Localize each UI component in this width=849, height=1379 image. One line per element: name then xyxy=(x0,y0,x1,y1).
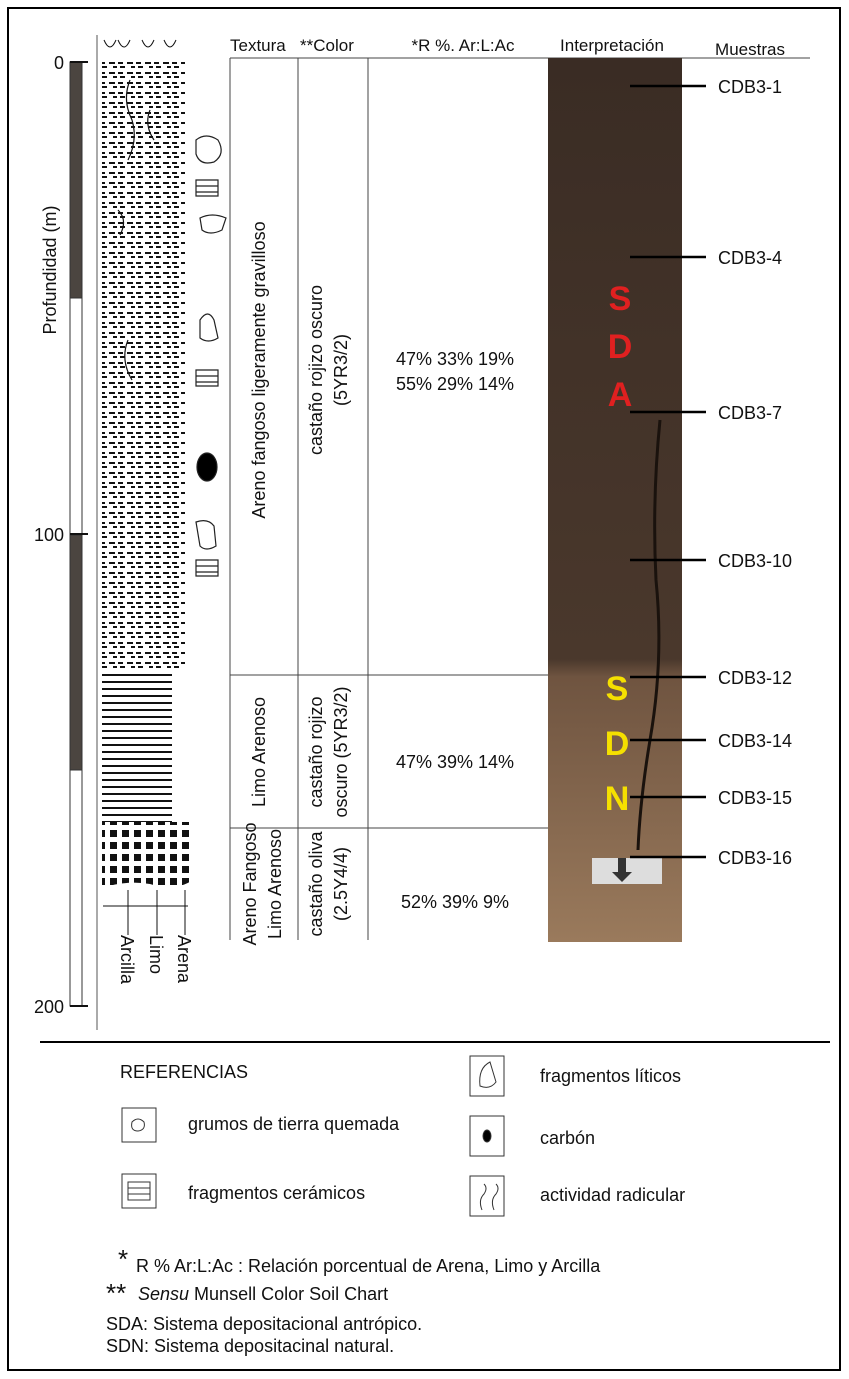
note-mark: ** xyxy=(106,1278,126,1308)
ref-label: carbón xyxy=(540,1128,595,1148)
color: castaño oliva xyxy=(306,830,326,936)
ratio: 55% 29% 14% xyxy=(396,374,514,394)
sample-label: CDB3-10 xyxy=(718,551,792,571)
note: R % Ar:L:Ac : Relación porcentual de Are… xyxy=(136,1256,601,1276)
header: *R %. Ar:L:Ac xyxy=(412,36,515,55)
tick-label: 100 xyxy=(34,525,64,545)
tick-label: 200 xyxy=(34,997,64,1017)
note-emphasis: Sensu xyxy=(138,1284,189,1304)
sample-label: CDB3-15 xyxy=(718,788,792,808)
ref-label: actividad radicular xyxy=(540,1185,685,1205)
frame xyxy=(7,7,841,1371)
note: Sensu Munsell Color Soil Chart xyxy=(138,1284,388,1304)
texture: Areno fangoso ligeramente gravilloso xyxy=(249,221,269,518)
ref-label: fragmentos líticos xyxy=(540,1066,681,1086)
sample-label: CDB3-16 xyxy=(718,848,792,868)
depth-bar xyxy=(69,61,83,1007)
texture: Areno Fangoso xyxy=(240,822,260,945)
axis-label: Profundidad (m) xyxy=(40,205,60,334)
ref-label: fragmentos cerámicos xyxy=(188,1183,365,1203)
table-lines xyxy=(229,57,810,940)
note: SDN: Sistema depositacinal natural. xyxy=(106,1336,394,1356)
sample-label: CDB3-1 xyxy=(718,77,782,97)
grain-label: Arena xyxy=(174,935,194,984)
ref-label: grumos de tierra quemada xyxy=(188,1114,400,1134)
lithology xyxy=(102,39,193,935)
header: Muestras xyxy=(715,40,785,59)
header: Interpretación xyxy=(560,36,664,55)
note: SDA: Sistema depositacional antrópico. xyxy=(106,1314,422,1334)
ref-icons xyxy=(121,1055,505,1217)
grain-label: Arcilla xyxy=(117,935,137,985)
header: Textura xyxy=(230,36,286,55)
scale-card xyxy=(592,858,662,884)
ratio: 47% 33% 19% xyxy=(396,349,514,369)
sample-label: CDB3-14 xyxy=(718,731,792,751)
ratio: 52% 39% 9% xyxy=(401,892,509,912)
header: **Color xyxy=(300,36,354,55)
sample-label: CDB3-4 xyxy=(718,248,782,268)
color: (5YR3/2) xyxy=(331,334,351,406)
texture: Limo Arenoso xyxy=(265,829,285,939)
inclusion-symbols xyxy=(195,135,227,577)
tick-label: 0 xyxy=(54,53,64,73)
note-mark: * xyxy=(118,1244,128,1274)
ref-title: REFERENCIAS xyxy=(120,1062,248,1082)
texture: Limo Arenoso xyxy=(249,697,269,807)
ratio: 47% 39% 14% xyxy=(396,752,514,772)
color: castaño rojizo xyxy=(306,696,326,807)
sample-label: CDB3-7 xyxy=(718,403,782,423)
color: (2.5Y4/4) xyxy=(331,847,351,921)
grain-label: Limo xyxy=(146,935,166,974)
soil-photo xyxy=(548,58,682,942)
color: castaño rojizo oscuro xyxy=(306,285,326,455)
arrow xyxy=(612,858,632,882)
sample-label: CDB3-12 xyxy=(718,668,792,688)
note-text: Munsell Color Soil Chart xyxy=(189,1284,388,1304)
crack xyxy=(636,419,662,851)
color: oscuro (5YR3/2) xyxy=(331,686,351,817)
